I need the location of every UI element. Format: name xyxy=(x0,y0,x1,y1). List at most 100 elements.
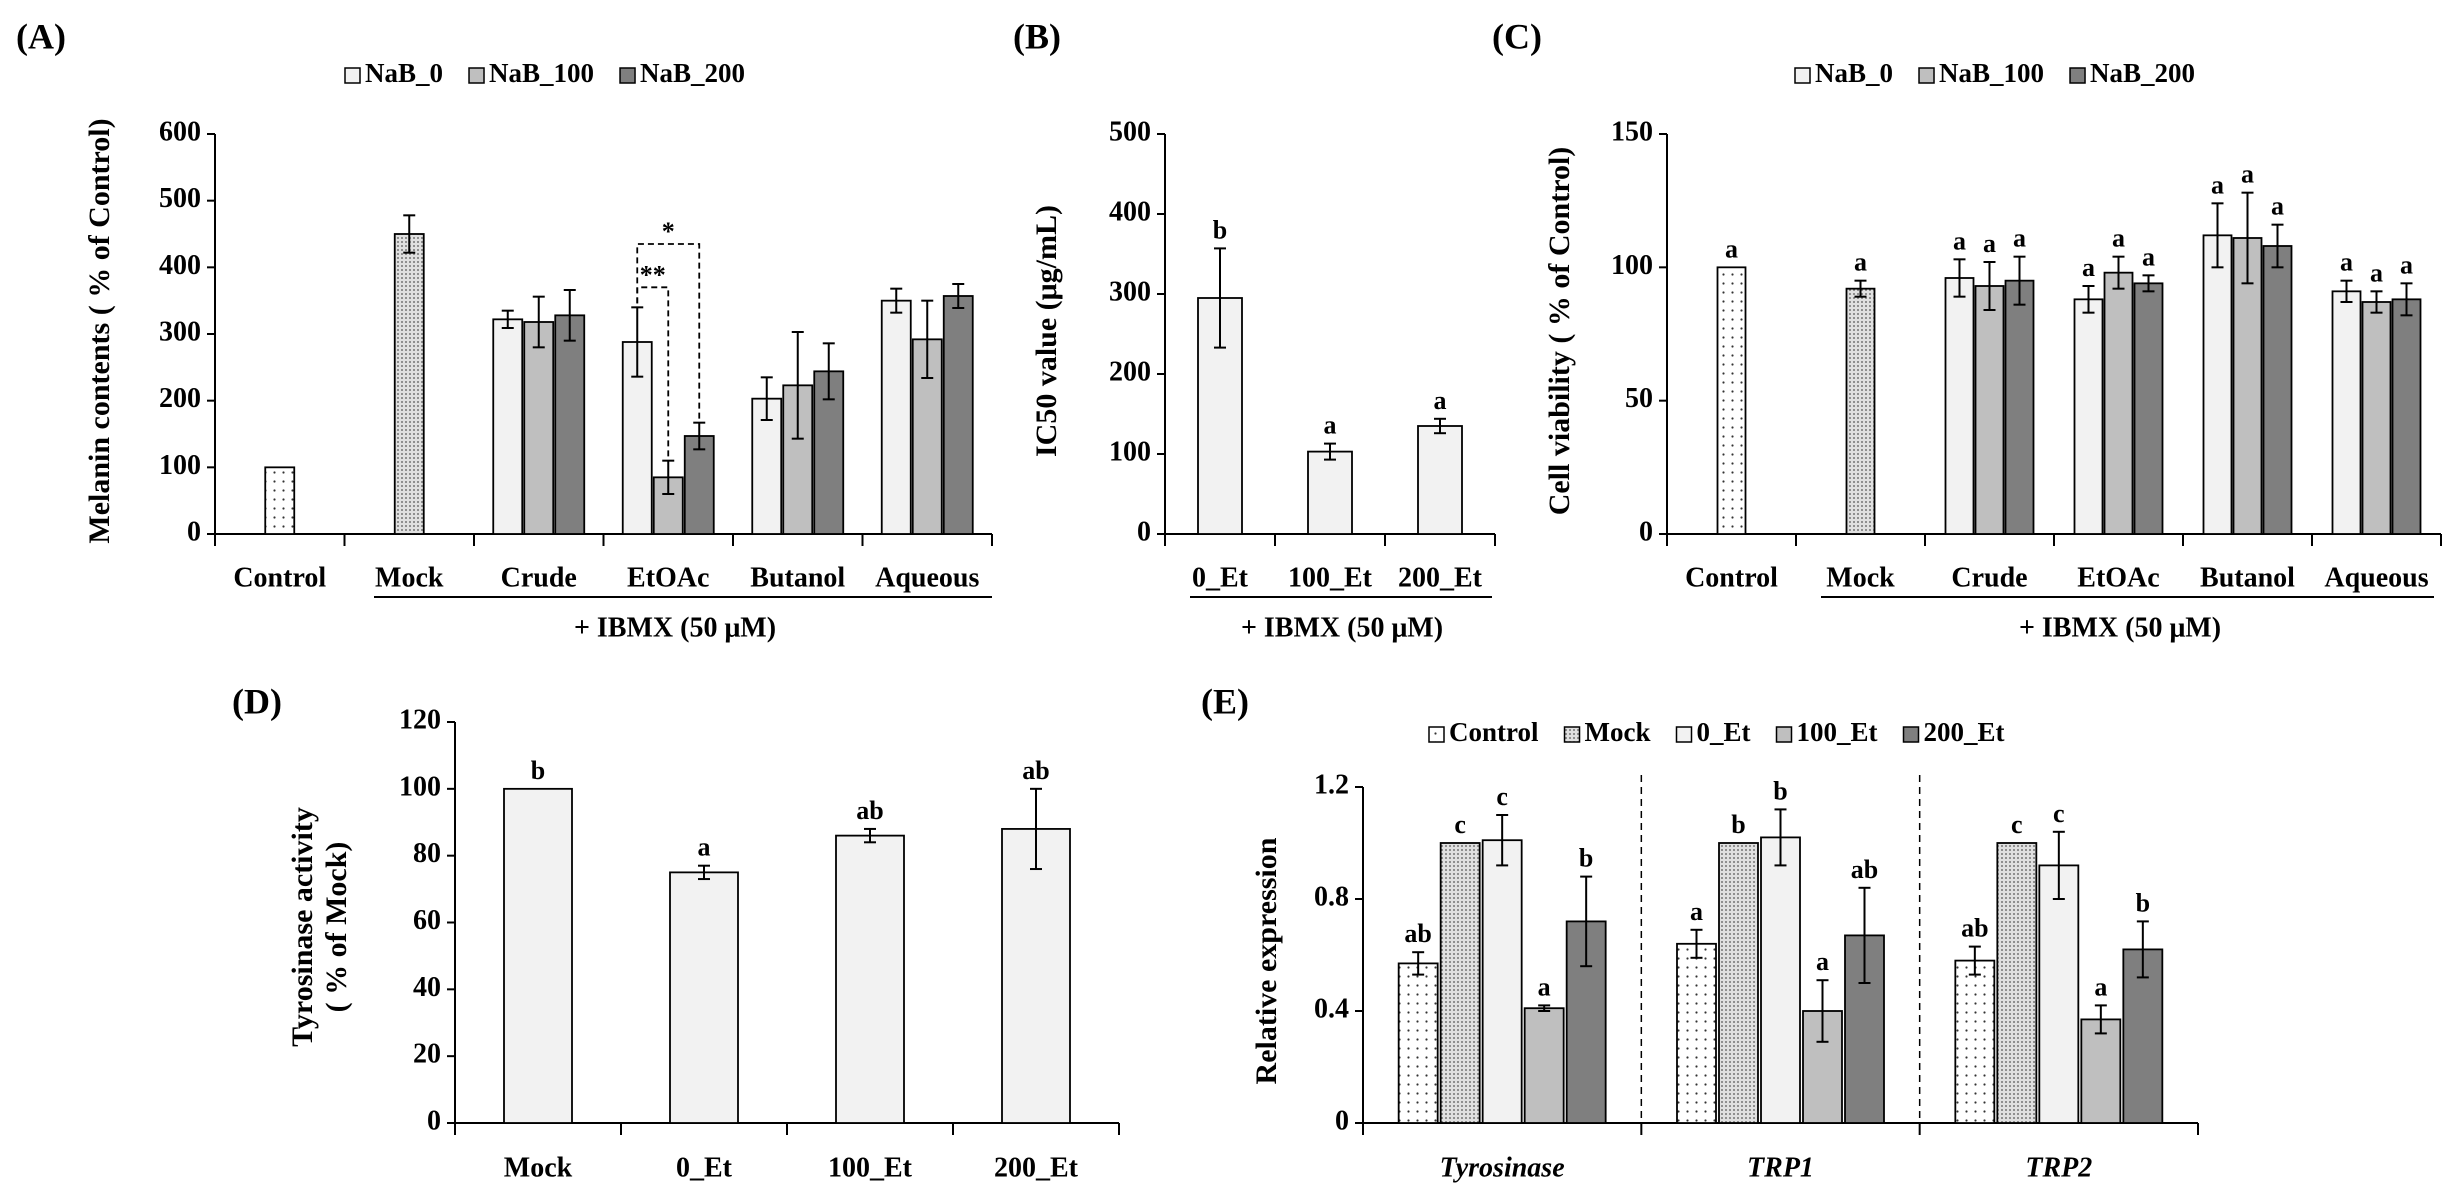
significance-letter: a xyxy=(2211,170,2224,199)
x-category-label: 200_Et xyxy=(994,1152,1079,1183)
y-tick-label: 100 xyxy=(1109,436,1151,467)
y-tick-label: 0.8 xyxy=(1314,881,1349,912)
significance-letter: a xyxy=(698,833,711,862)
panel-B: (B) IC50 value (μg/mL) 0 100 200 300 400 500 0_E… xyxy=(1013,16,1496,643)
significance-letter: a xyxy=(1690,897,1703,926)
bar xyxy=(1001,828,1071,1124)
x-category-label: Aqueous xyxy=(2324,562,2428,593)
legend-label: NaB_100 xyxy=(489,58,594,88)
bar xyxy=(1718,842,1759,1124)
legend-swatch xyxy=(1918,67,1935,84)
y-tick-label: 40 xyxy=(413,972,441,1003)
y-tick-label: 0 xyxy=(427,1105,441,1136)
significance-letter: b xyxy=(1773,776,1787,805)
bar xyxy=(2202,234,2233,535)
y-axis-label: IC50 value (μg/mL) xyxy=(1030,205,1063,457)
significance-star: * xyxy=(662,217,675,246)
bar xyxy=(393,233,425,535)
bar xyxy=(2133,282,2164,535)
bar xyxy=(554,314,586,535)
legend-label: NaB_200 xyxy=(2090,58,2195,88)
group-label: + IBMX (50 μM) xyxy=(574,612,776,643)
bar xyxy=(264,466,296,535)
significance-letter: b xyxy=(1731,810,1745,839)
legend: Control Mock 0_Et 100_Et 200_Et xyxy=(1428,717,2005,747)
significance-letter: a xyxy=(2142,242,2155,271)
x-category-label: TRP2 xyxy=(2025,1152,2092,1183)
y-tick-label: 50 xyxy=(1625,383,1653,414)
y-tick-label: 0 xyxy=(1137,516,1151,547)
bar xyxy=(503,787,573,1124)
y-tick-label: 0 xyxy=(187,516,201,547)
bar xyxy=(1481,839,1523,1124)
significance-letter: b xyxy=(2136,888,2150,917)
bar xyxy=(1996,842,2038,1124)
bar xyxy=(1845,287,1876,535)
significance-letter: a xyxy=(1854,248,1867,277)
significance-letter: ab xyxy=(1851,855,1878,884)
x-category-label: Tyrosinase xyxy=(1440,1152,1565,1183)
significance-letter: b xyxy=(1579,844,1593,873)
significance-letter: a xyxy=(2271,192,2284,221)
significance-letter: c xyxy=(1454,810,1466,839)
x-category-label: EtOAc xyxy=(627,562,709,593)
panel-label: (B) xyxy=(1013,16,1061,56)
bar xyxy=(2361,301,2392,535)
legend-swatch xyxy=(468,67,485,84)
bar xyxy=(2080,1018,2122,1124)
y-tick-label: 200 xyxy=(1109,356,1151,387)
y-tick-label: 100 xyxy=(399,771,441,802)
y-tick-label: 100 xyxy=(159,450,201,481)
significance-letter: a xyxy=(2241,160,2254,189)
significance-star: ** xyxy=(640,260,666,289)
bar xyxy=(1523,1007,1565,1124)
panel-C: (C) Cell viability ( % of Control) 0 50 100 1… xyxy=(1492,16,2442,643)
bar xyxy=(1954,959,1996,1124)
y-tick-label: 120 xyxy=(399,704,441,735)
y-axis-label: Relative expression xyxy=(1250,837,1283,1084)
y-tick-label: 60 xyxy=(413,905,441,936)
bar xyxy=(2038,864,2080,1124)
legend-label: NaB_0 xyxy=(365,58,443,88)
x-category-label: Control xyxy=(1685,562,1778,593)
significance-letter: b xyxy=(531,756,545,785)
panel-label: (E) xyxy=(1201,681,1249,721)
panel-E: (E) Relative expression 0 0.4 0.8 1.2 Tyrosina… xyxy=(1201,681,2199,1183)
bar xyxy=(1417,425,1463,535)
y-tick-label: 0.4 xyxy=(1314,993,1349,1024)
significance-letter: ab xyxy=(1961,914,1988,943)
panel-label: (D) xyxy=(232,681,282,721)
significance-letter: a xyxy=(1725,234,1738,263)
x-category-label: Crude xyxy=(1951,562,2027,593)
significance-letter: ab xyxy=(856,796,883,825)
significance-letter: a xyxy=(2400,250,2413,279)
y-axis-label: Melanin contents ( % of Control) xyxy=(83,118,116,543)
x-category-label: Mock xyxy=(375,562,444,593)
x-category-label: 100_Et xyxy=(828,1152,913,1183)
significance-letter: a xyxy=(2112,224,2125,253)
significance-letter: a xyxy=(1816,947,1829,976)
significance-letter: c xyxy=(2053,799,2065,828)
legend-swatch xyxy=(1902,726,1920,743)
x-category-label: Aqueous xyxy=(875,562,979,593)
y-tick-label: 500 xyxy=(159,183,201,214)
bar xyxy=(2122,948,2164,1124)
significance-letter: ab xyxy=(1022,756,1049,785)
significance-letter: ab xyxy=(1404,919,1431,948)
significance-letter: c xyxy=(2011,810,2023,839)
bar xyxy=(1944,277,1975,535)
panel-label: (C) xyxy=(1492,16,1542,56)
x-category-label: TRP1 xyxy=(1747,1152,1814,1183)
bar xyxy=(2103,271,2134,535)
y-tick-label: 100 xyxy=(1611,250,1653,281)
bar xyxy=(669,871,739,1124)
legend-label: NaB_200 xyxy=(640,58,745,88)
significance-letter: a xyxy=(2340,248,2353,277)
significance-letter: a xyxy=(1953,226,1966,255)
y-tick-label: 300 xyxy=(159,316,201,347)
y-tick-label: 150 xyxy=(1611,116,1653,147)
y-tick-label: 80 xyxy=(413,838,441,869)
bar xyxy=(683,435,715,535)
x-category-label: Control xyxy=(233,562,326,593)
